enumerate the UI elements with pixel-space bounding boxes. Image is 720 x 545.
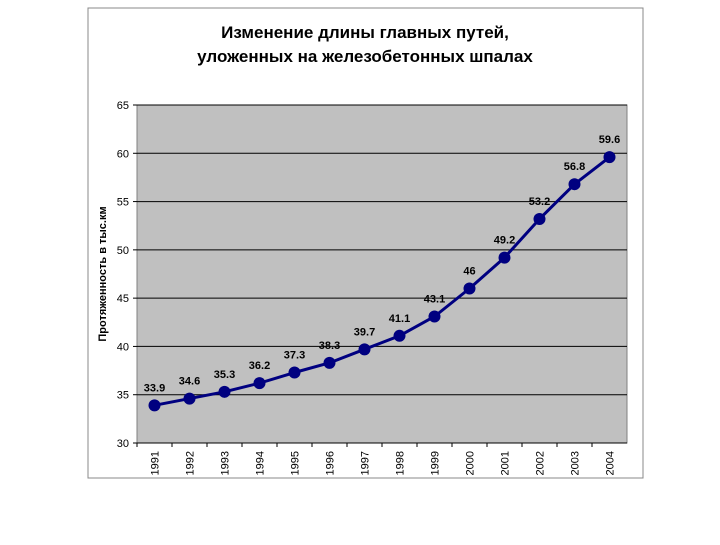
data-point [498,251,511,264]
x-tick-label: 2002 [535,451,547,475]
y-tick-label: 35 [117,390,129,402]
chart-title: Изменение длины главных путей, [221,23,509,42]
data-label: 41.1 [389,313,410,325]
plot-area [136,104,628,444]
data-line [154,155,611,407]
y-tick-label: 45 [117,293,129,305]
data-label: 46 [463,265,475,277]
x-tick-label: 1996 [325,451,337,475]
y-tick-label: 40 [117,341,129,353]
data-label: 34.6 [179,376,200,388]
y-tick-label: 55 [117,197,129,209]
x-tick-label: 2000 [465,451,477,475]
x-tick-label: 1991 [150,451,162,475]
data-point [603,151,616,164]
x-tick-label: 1998 [395,451,407,475]
x-tick-label: 2004 [605,451,617,475]
data-label: 53.2 [529,196,550,208]
data-point [288,366,301,379]
x-tick-label: 1992 [185,451,197,475]
data-point [463,282,476,295]
x-tick-label: 1999 [430,451,442,475]
data-label: 49.2 [494,235,515,247]
x-tick-label: 1995 [290,451,302,475]
data-label: 56.8 [564,161,585,173]
y-tick-label: 60 [117,148,129,160]
x-tick-label: 1994 [255,451,267,475]
data-label: 36.2 [249,360,270,372]
data-label: 38.3 [319,340,340,352]
x-tick-label: 1993 [220,451,232,475]
data-label: 43.1 [424,293,445,305]
y-tick-label: 65 [117,100,129,112]
data-point [568,178,581,191]
x-tick-label: 1997 [360,451,372,475]
chart-title: уложенных на железобетонных шпалах [197,47,533,66]
data-point [323,356,336,369]
data-point [183,392,196,405]
data-point [533,212,546,225]
y-axis-label: Протяженность в тыс.км [97,206,109,341]
data-point [148,399,161,412]
data-label: 33.9 [144,382,165,394]
y-tick-label: 50 [117,245,129,257]
x-tick-label: 2003 [570,451,582,475]
data-point [218,385,231,398]
data-label: 37.3 [284,350,305,362]
data-label: 35.3 [214,369,235,381]
data-label: 39.7 [354,326,375,338]
data-label: 59.6 [599,134,620,146]
data-point [428,310,441,323]
data-point [393,329,406,342]
x-tick-label: 2001 [500,451,512,475]
data-point [253,377,266,390]
y-tick-label: 30 [117,438,129,450]
data-point [358,343,371,356]
